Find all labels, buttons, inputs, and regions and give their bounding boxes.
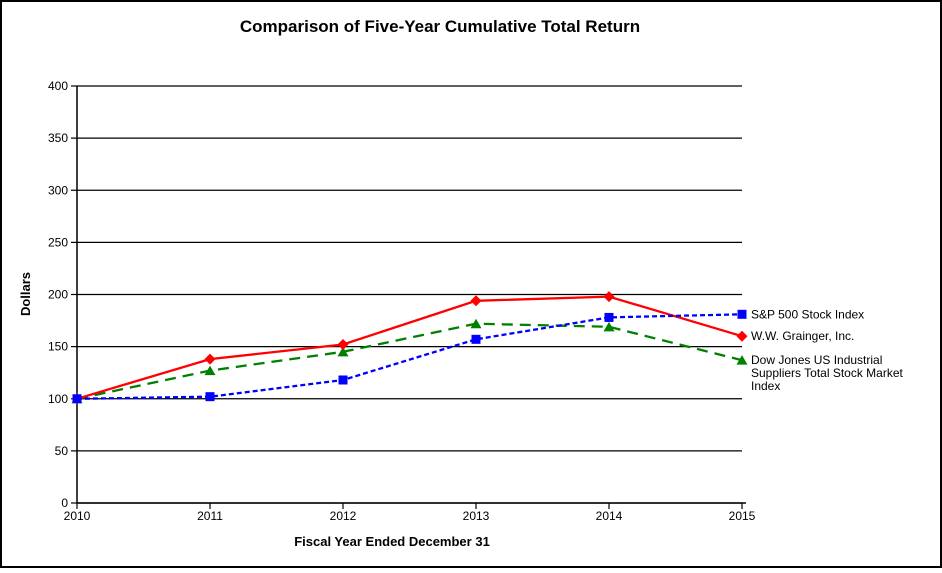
- y-tick-label-350: 350: [48, 131, 68, 145]
- data-point-s-p-500-stock-index-2014: [604, 312, 614, 322]
- x-tick-label-2015: 2015: [729, 509, 756, 523]
- series-s-p-500-stock-index: [72, 309, 747, 404]
- data-point-w-w-grainger-inc-2011: [204, 353, 216, 365]
- data-point-dow-jones-us-industrial-suppliers-total-stock-market-index-2015: [736, 355, 748, 365]
- data-point-s-p-500-stock-index-2011: [205, 392, 215, 402]
- data-point-s-p-500-stock-index-2013: [471, 334, 481, 344]
- y-tick-label-100: 100: [48, 392, 68, 406]
- series-layer: [71, 291, 748, 405]
- series-line-s-p-500-stock-index: [76, 313, 743, 400]
- series-w-w-grainger-inc: [71, 291, 748, 405]
- tick-labels: 0 50 100 150 200 250 300 350 400 2010 2011 2012 2013…: [48, 79, 756, 523]
- data-point-dow-jones-us-industrial-suppliers-total-stock-market-index-2012: [337, 346, 349, 357]
- data-point-dow-jones-us-industrial-suppliers-total-stock-market-index-2013: [470, 318, 482, 329]
- x-tick-label-2012: 2012: [330, 509, 357, 523]
- series-line-w-w-grainger-inc: [76, 295, 743, 400]
- chart-title: Comparison of Five-Year Cumulative Total…: [240, 17, 640, 36]
- legend-item-s-p-500-stock-index: S&P 500 Stock Index: [751, 307, 864, 321]
- axes: [71, 85, 746, 509]
- series-dow-jones-us-industrial-suppliers-total-stock-market-index: [71, 318, 748, 404]
- y-tick-label-200: 200: [48, 288, 68, 302]
- y-tick-label-50: 50: [55, 444, 69, 458]
- data-point-w-w-grainger-inc-2014: [603, 291, 615, 303]
- legend-label-w-w-grainger-inc-line-1: W.W. Grainger, Inc.: [751, 329, 854, 343]
- data-point-s-p-500-stock-index-2012: [338, 375, 348, 385]
- legend-item-w-w-grainger-inc: W.W. Grainger, Inc.: [751, 329, 854, 343]
- x-tick-label-2011: 2011: [197, 509, 223, 523]
- x-axis-title: Fiscal Year Ended December 31: [294, 534, 490, 549]
- data-point-s-p-500-stock-index-2015: [737, 309, 747, 319]
- data-point-dow-jones-us-industrial-suppliers-total-stock-market-index-2014: [603, 321, 615, 332]
- series-line-dow-jones-us-industrial-suppliers-total-stock-market-index: [76, 322, 743, 400]
- legend-label-s-p-500-stock-index-line-1: S&P 500 Stock Index: [751, 307, 864, 321]
- data-point-w-w-grainger-inc-2013: [470, 295, 482, 307]
- legend: S&P 500 Stock Index W.W. Grainger, Inc. Do…: [751, 307, 904, 393]
- data-point-w-w-grainger-inc-2015: [736, 330, 748, 342]
- y-tick-label-0: 0: [61, 496, 68, 510]
- x-tick-label-2010: 2010: [64, 509, 91, 523]
- gridlines: [77, 85, 742, 504]
- legend-label-dow-jones-us-industrial-suppliers-total-stock-market-index-line-3: Index: [751, 379, 780, 393]
- data-point-w-w-grainger-inc-2012: [337, 339, 349, 351]
- legend-label-dow-jones-us-industrial-suppliers-total-stock-market-index-line-2: Suppliers Total Stock Market: [751, 366, 904, 380]
- y-tick-label-400: 400: [48, 79, 68, 93]
- data-point-dow-jones-us-industrial-suppliers-total-stock-market-index-2011: [204, 365, 216, 376]
- y-axis-title: Dollars: [18, 272, 33, 316]
- y-tick-label-250: 250: [48, 235, 68, 249]
- x-tick-label-2014: 2014: [596, 509, 623, 523]
- y-tick-label-150: 150: [48, 340, 68, 354]
- data-point-s-p-500-stock-index-2010: [72, 394, 82, 404]
- y-tick-label-300: 300: [48, 183, 68, 197]
- x-tick-label-2013: 2013: [463, 509, 490, 523]
- legend-label-dow-jones-us-industrial-suppliers-total-stock-market-index-line-1: Dow Jones US Industrial: [751, 353, 882, 367]
